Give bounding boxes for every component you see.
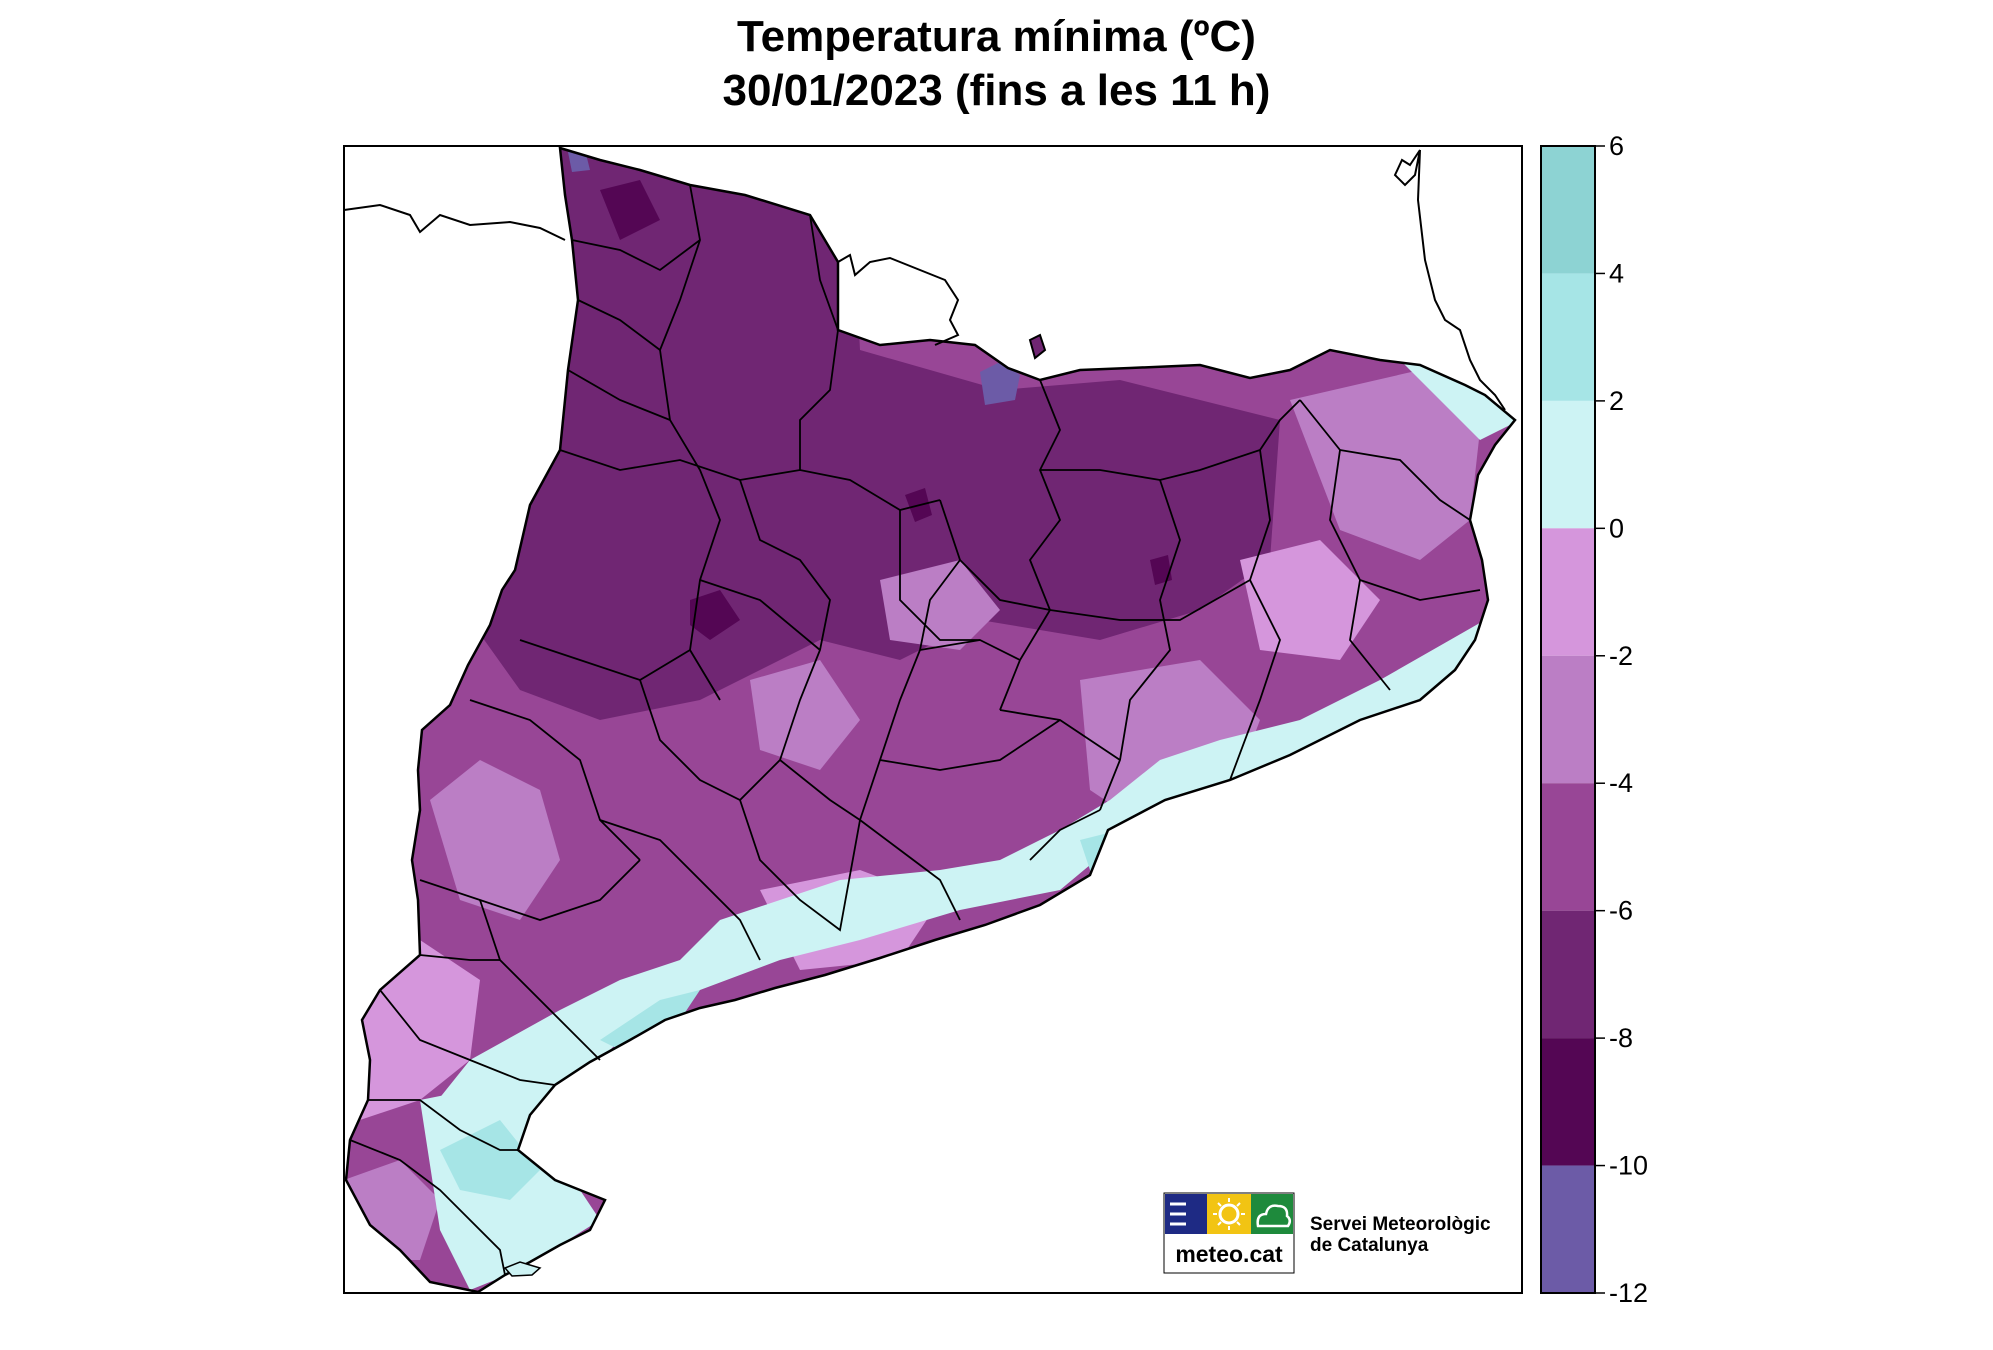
territory-outline: [344, 146, 1517, 1293]
legend-tick-label: 6: [1609, 131, 1624, 161]
legend-tick-label: 4: [1609, 258, 1624, 288]
map-title: Temperatura mínima (ºC): [737, 12, 1256, 61]
org-name-line-2: de Catalunya: [1310, 1235, 1429, 1256]
meteo-cat-logo[interactable]: meteo.cat: [1163, 1192, 1295, 1274]
border-line-northeast: [1393, 149, 1506, 411]
legend-tick-label: 2: [1609, 386, 1624, 416]
legend-bin: [1541, 528, 1595, 656]
legend-bin: [1541, 1038, 1595, 1166]
legend-colorbar: [1541, 146, 1595, 1293]
legend-tick-label: -10: [1609, 1151, 1648, 1181]
legend-ticks: 6 4 2 0 -2 -4 -6 -8 -10 -12: [1595, 131, 1648, 1308]
cloud-icon: [1256, 1204, 1291, 1228]
border-line-west: [344, 203, 566, 241]
legend-bin: [1541, 1165, 1595, 1293]
andorra-outline: [837, 253, 960, 346]
sun-rays: [1213, 1198, 1245, 1230]
sun-icon: [1218, 1203, 1240, 1225]
legend-bin: [1541, 146, 1595, 274]
delta-islet: [503, 1261, 542, 1277]
legend-tick-label: 0: [1609, 513, 1624, 543]
legend-bin: [1541, 783, 1595, 911]
legend-bin: [1541, 910, 1595, 1039]
legend-bin: [1541, 655, 1595, 784]
legend-tick-label: -6: [1609, 896, 1633, 926]
logo-word: meteo.cat: [1175, 1241, 1283, 1267]
legend-tick-label: -12: [1609, 1278, 1648, 1308]
legend-tick-label: -8: [1609, 1023, 1633, 1053]
enclave-outline: [1028, 333, 1047, 360]
legend-tick-label: -4: [1609, 768, 1633, 798]
legend-bin: [1541, 400, 1595, 529]
org-name-line-1: Servei Meteorològic: [1310, 1214, 1491, 1235]
legend-tick-label: -2: [1609, 641, 1633, 671]
legend-frame: [1540, 145, 1596, 1294]
legend-bin: [1541, 273, 1595, 401]
waves-icon-lines: [1170, 1202, 1186, 1226]
comarca-boundaries: [349, 184, 1481, 1276]
map-subtitle: 30/01/2023 (fins a les 11 h): [722, 66, 1271, 115]
